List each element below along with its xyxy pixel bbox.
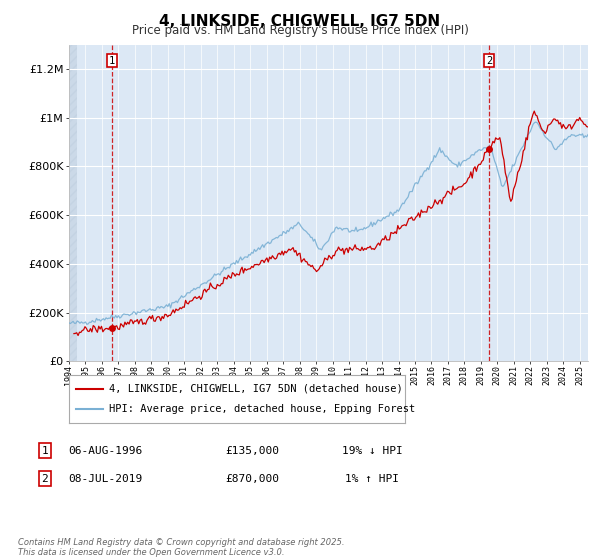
Bar bbox=[69, 45, 77, 361]
Text: £135,000: £135,000 bbox=[225, 446, 279, 456]
Text: 06-AUG-1996: 06-AUG-1996 bbox=[68, 446, 142, 456]
Text: £870,000: £870,000 bbox=[225, 474, 279, 484]
Text: HPI: Average price, detached house, Epping Forest: HPI: Average price, detached house, Eppi… bbox=[109, 404, 416, 414]
Text: 4, LINKSIDE, CHIGWELL, IG7 5DN (detached house): 4, LINKSIDE, CHIGWELL, IG7 5DN (detached… bbox=[109, 384, 403, 394]
Text: 19% ↓ HPI: 19% ↓ HPI bbox=[341, 446, 403, 456]
Text: Price paid vs. HM Land Registry's House Price Index (HPI): Price paid vs. HM Land Registry's House … bbox=[131, 24, 469, 37]
Text: 08-JUL-2019: 08-JUL-2019 bbox=[68, 474, 142, 484]
Text: 1: 1 bbox=[109, 55, 115, 66]
Text: Contains HM Land Registry data © Crown copyright and database right 2025.
This d: Contains HM Land Registry data © Crown c… bbox=[18, 538, 344, 557]
Text: 2: 2 bbox=[487, 55, 493, 66]
Text: 2: 2 bbox=[41, 474, 49, 484]
Text: 1% ↑ HPI: 1% ↑ HPI bbox=[345, 474, 399, 484]
Text: 1: 1 bbox=[41, 446, 49, 456]
Text: 4, LINKSIDE, CHIGWELL, IG7 5DN: 4, LINKSIDE, CHIGWELL, IG7 5DN bbox=[160, 14, 440, 29]
